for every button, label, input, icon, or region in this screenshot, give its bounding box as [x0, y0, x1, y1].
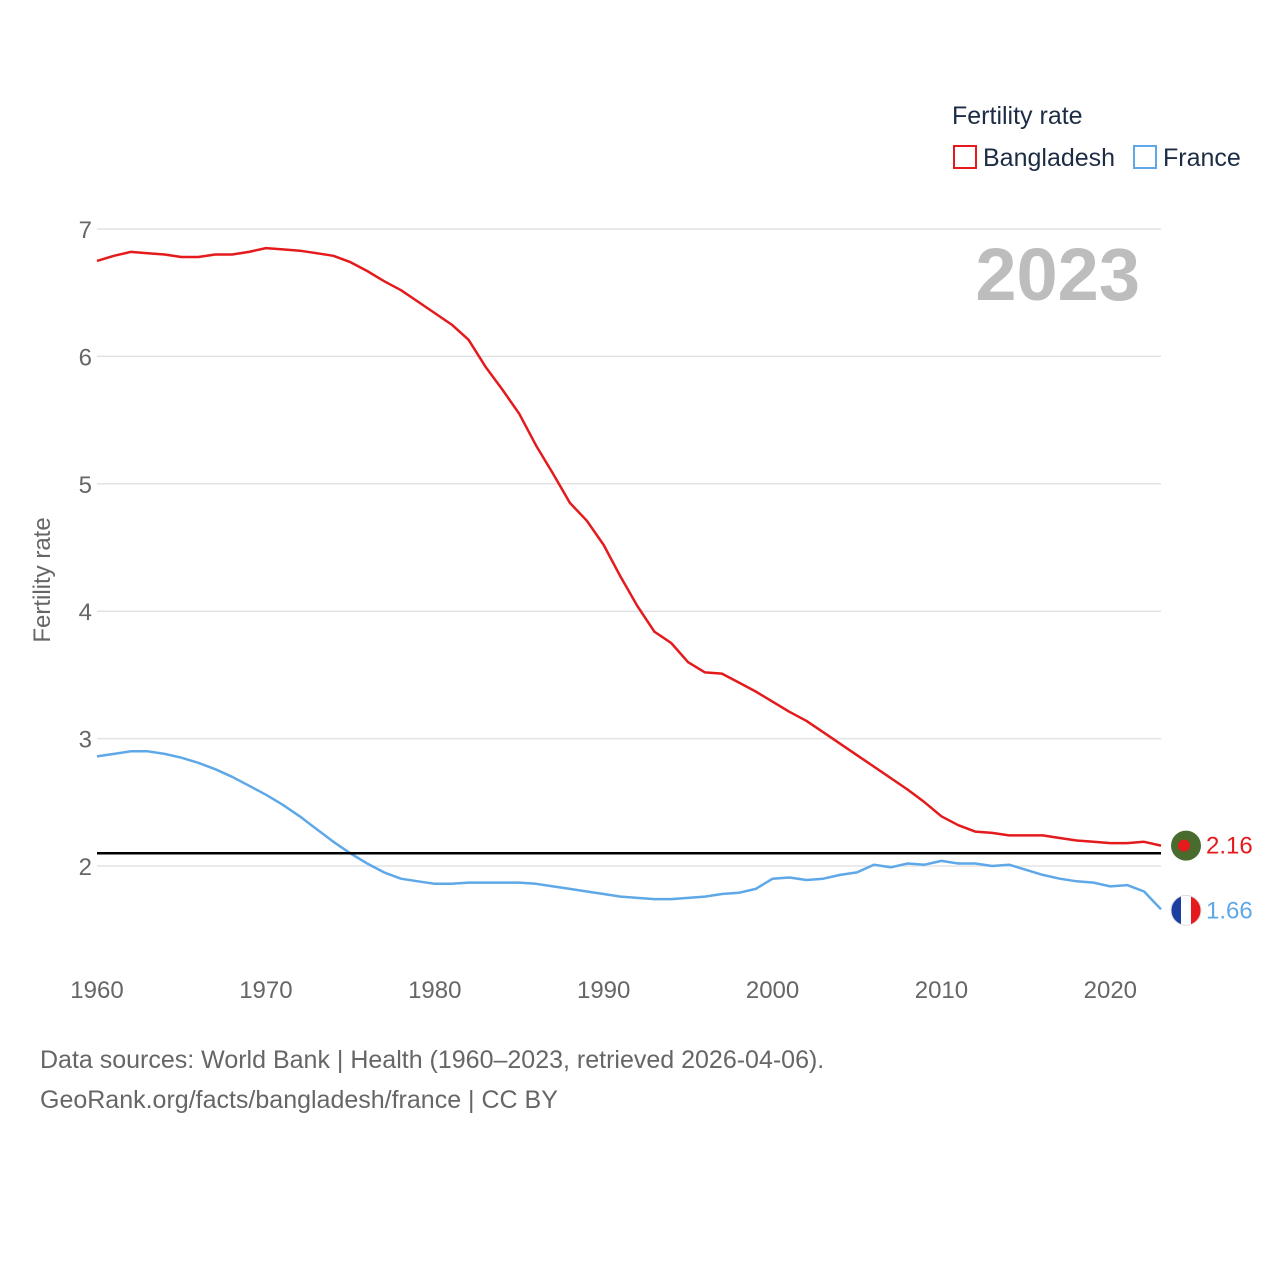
series-lines	[96, 246, 1162, 911]
france-flag-icon	[1170, 894, 1202, 926]
y-axis: 2 3 4 5 6 7	[79, 217, 92, 881]
end-label-france: 1.66	[1206, 897, 1253, 924]
y-tick-label: 3	[79, 727, 92, 754]
gridlines	[97, 228, 1161, 867]
legend-label-bangladesh[interactable]: Bangladesh	[983, 144, 1115, 172]
year-label: 2023	[975, 233, 1140, 316]
x-tick-label: 1980	[408, 977, 461, 1004]
source-line: Data sources: World Bank | Health (1960–…	[40, 1046, 825, 1074]
end-markers: 2.16 1.66	[1170, 830, 1253, 926]
end-label-bangladesh: 2.16	[1206, 833, 1253, 860]
series-line-france[interactable]	[96, 750, 1162, 911]
x-tick-label: 2020	[1084, 977, 1137, 1004]
y-tick-label: 2	[79, 854, 92, 881]
legend-label-france[interactable]: France	[1163, 144, 1241, 172]
bangladesh-flag-icon	[1171, 830, 1201, 861]
legend-title: Fertility rate	[952, 102, 1083, 130]
y-tick-label: 7	[79, 217, 92, 244]
series-line-bangladesh[interactable]	[96, 246, 1162, 847]
x-tick-label: 2010	[915, 977, 968, 1004]
y-tick-label: 4	[79, 599, 92, 626]
x-tick-label: 1960	[70, 977, 123, 1004]
y-tick-label: 6	[79, 344, 92, 371]
x-tick-label: 1990	[577, 977, 630, 1004]
legend-swatch-bangladesh[interactable]	[953, 145, 977, 169]
x-tick-label: 2000	[746, 977, 799, 1004]
x-axis: 1960 1970 1980 1990 2000 2010 2020	[70, 977, 1137, 1004]
legend: Fertility rate Bangladesh France	[952, 102, 1241, 172]
x-tick-label: 1970	[239, 977, 292, 1004]
footer: Data sources: World Bank | Health (1960–…	[40, 1040, 824, 1120]
legend-swatch-france[interactable]	[1133, 145, 1157, 169]
y-axis-label: Fertility rate	[29, 517, 56, 642]
y-tick-label: 5	[79, 472, 92, 499]
attribution-line[interactable]: GeoRank.org/facts/bangladesh/france | CC…	[40, 1086, 558, 1114]
